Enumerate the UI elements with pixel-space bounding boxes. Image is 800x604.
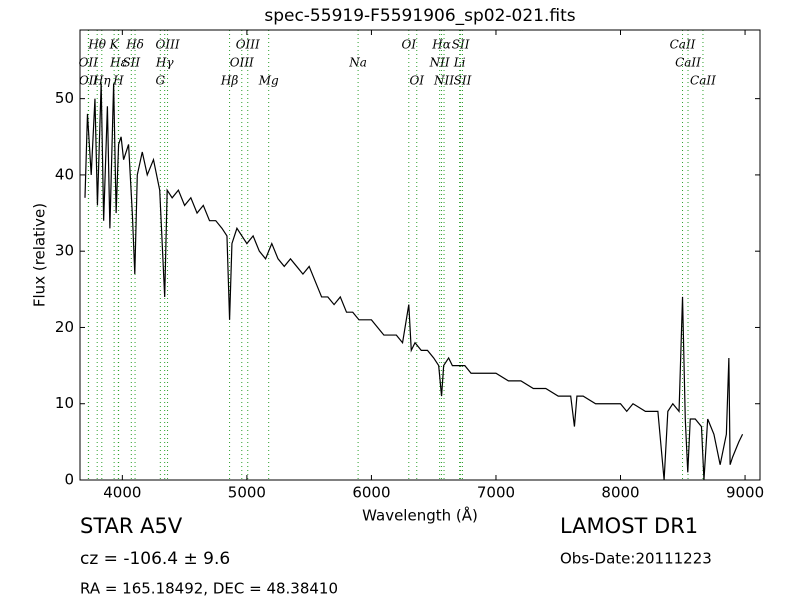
spectral-line-label: Li (453, 56, 466, 70)
y-axis-label: Flux (relative) (31, 203, 49, 307)
spectral-line-label: OIII (230, 56, 254, 70)
y-tick-label: 50 (55, 89, 74, 107)
object: STAR A5V (80, 514, 183, 538)
spectral-line-label: OIII (236, 38, 260, 52)
spectral-line-label: CaII (670, 38, 696, 52)
x-tick-label: 5000 (228, 484, 266, 502)
spectral-line-label: Na (348, 56, 367, 70)
spectral-line-label: SII (452, 38, 470, 52)
spectral-line-label: CaII (675, 56, 701, 70)
spectral-line-label: OIII (156, 38, 180, 52)
x-tick-label: 4000 (103, 484, 141, 502)
y-tick-label: 40 (55, 165, 74, 183)
spectrum-line (84, 83, 744, 481)
y-tick-label: 10 (55, 394, 74, 412)
spectral-line-label: CaII (690, 74, 716, 88)
spectral-line-label: NII (433, 74, 454, 88)
spectral-line-label: OII (79, 74, 99, 88)
x-tick-label: 8000 (601, 484, 639, 502)
spectral-line-label: OI (402, 38, 417, 52)
plot-frame (79, 29, 761, 481)
x-tick-label: 7000 (477, 484, 515, 502)
spectral-line-label: SII (454, 74, 472, 88)
spectral-line-label: Mg (258, 74, 279, 88)
spectral-line-label: NII (429, 56, 450, 70)
y-tick-label: 20 (55, 318, 74, 336)
survey: LAMOST DR1 (560, 514, 698, 538)
spectral-line-label: Hγ (155, 56, 174, 70)
x-tick-label: 9000 (726, 484, 764, 502)
x-axis-label: Wavelength (Å) (362, 506, 478, 525)
spectral-line-label: G (156, 74, 166, 88)
spectral-line-label: K (109, 38, 120, 52)
y-tick-label: 0 (64, 471, 74, 489)
redshift: cz = -106.4 ± 9.6 (80, 549, 230, 569)
y-tick-label: 30 (55, 242, 74, 260)
spectral-line-label: Hβ (220, 74, 238, 88)
spectral-line-label: Hθ (87, 38, 106, 52)
spectral-line-label: H (112, 74, 124, 88)
coords: RA = 165.18492, DEC = 48.38410 (80, 580, 338, 598)
spectral-line-label: OI (409, 74, 424, 88)
x-tick-label: 6000 (352, 484, 390, 502)
obs-date: Obs-Date:20111223 (560, 550, 712, 568)
chart-title: spec-55919-F5591906_sp02-021.fits (264, 6, 575, 26)
spectral-line-label: Hδ (125, 38, 144, 52)
spectral-line-label: Hη (92, 74, 111, 88)
spectral-line-label: Hα (431, 38, 451, 52)
spectral-line-label: SII (122, 56, 140, 70)
